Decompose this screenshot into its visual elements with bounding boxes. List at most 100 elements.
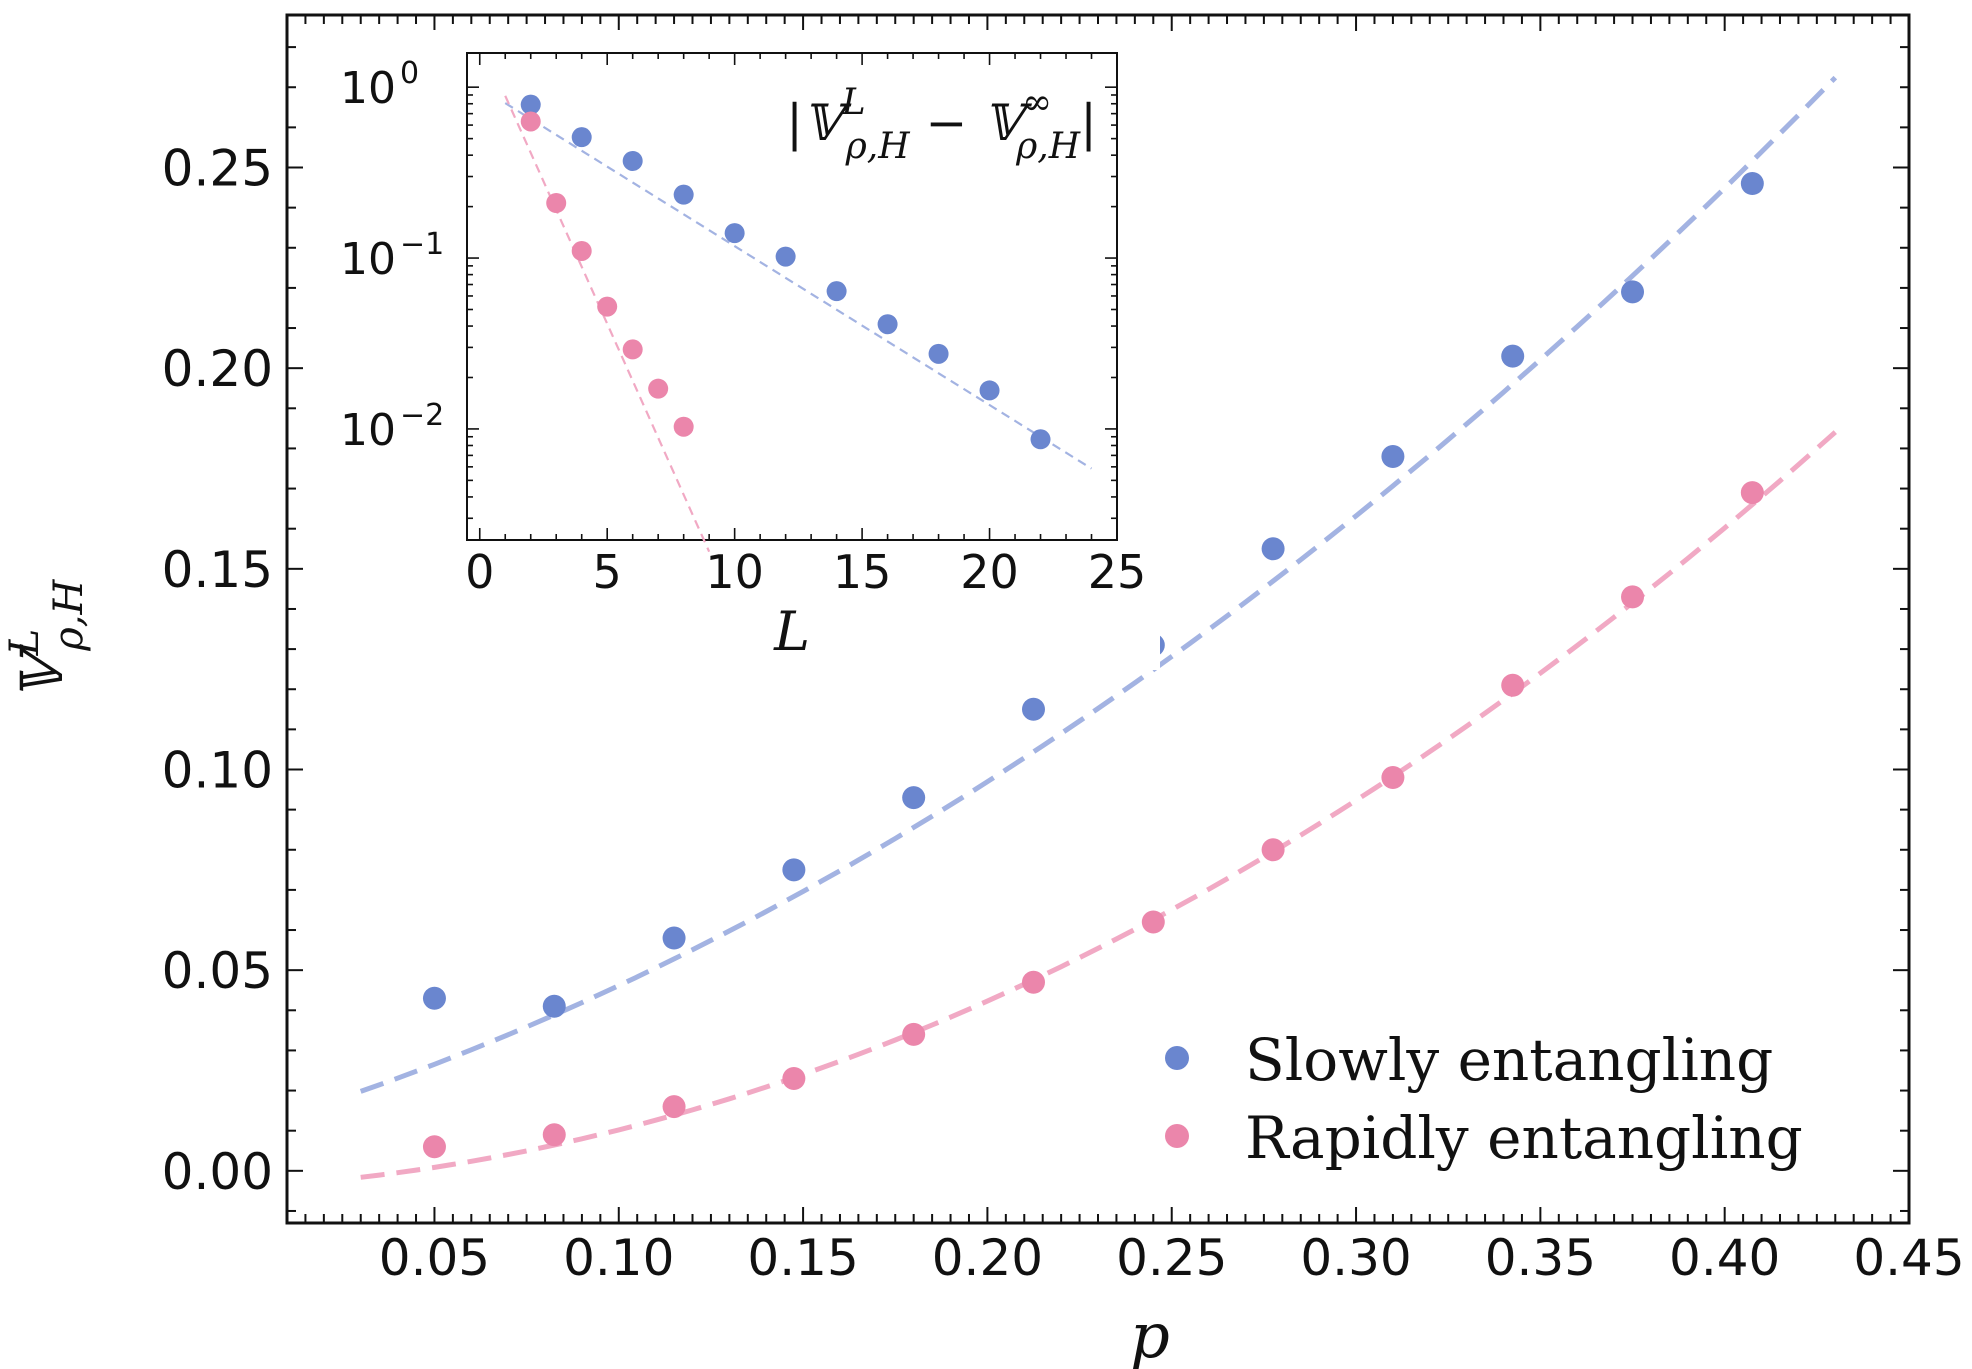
data-point-slow xyxy=(1740,172,1764,196)
main-x-tick-labels: 0.05 0.10 0.15 0.20 0.25 0.30 0.35 0.40 0.45 xyxy=(379,1229,1965,1287)
inset-title-close: | xyxy=(1080,94,1097,152)
inset-point-slow xyxy=(775,246,796,267)
inset-title-open: |𝕍 xyxy=(786,94,852,152)
inset-y-tick-label: 10 xyxy=(340,63,396,114)
inset-x-tick-label: 25 xyxy=(1088,545,1147,599)
inset-point-rapid xyxy=(520,111,541,132)
inset-x-tick-label: 15 xyxy=(833,545,892,599)
fit-line xyxy=(359,75,1838,1094)
inset-x-axis-label: L xyxy=(773,600,810,663)
data-point-slow xyxy=(1381,444,1405,468)
data-point-rapid xyxy=(422,1135,446,1159)
inset-title-sup2: ∞ xyxy=(1022,82,1052,123)
inset-title-sub2: ρ,H xyxy=(1015,126,1081,167)
data-point-slow xyxy=(662,926,686,950)
data-point-slow xyxy=(422,986,446,1010)
data-point-rapid xyxy=(1501,673,1525,697)
inset-title-mid: − 𝕍 xyxy=(910,94,1033,152)
x-tick-label: 0.05 xyxy=(379,1229,490,1287)
inset-point-slow xyxy=(673,184,694,205)
data-point-rapid xyxy=(902,1022,926,1046)
fit-line xyxy=(360,430,1837,1180)
inset-x-tick-label: 5 xyxy=(593,545,622,599)
inset-fit-lines xyxy=(504,95,1093,553)
inset-point-slow xyxy=(928,343,949,364)
main-fit-lines xyxy=(359,75,1838,1180)
inset-point-slow xyxy=(622,150,643,171)
y-tick-label: 0.10 xyxy=(162,741,273,799)
y-tick-label: 0.05 xyxy=(162,942,273,1000)
data-point-rapid xyxy=(1381,766,1405,790)
inset-x-tick-label: 10 xyxy=(705,545,764,599)
data-point-slow xyxy=(782,858,806,882)
x-tick-label: 0.15 xyxy=(747,1229,858,1287)
inset-point-slow xyxy=(979,380,1000,401)
svg-text:𝕍Lρ,H: 𝕍Lρ,H xyxy=(2,579,92,701)
x-tick-label: 0.25 xyxy=(1116,1229,1227,1287)
data-point-slow xyxy=(902,786,926,810)
legend-marker-slow xyxy=(1165,1046,1189,1070)
inset-y-tick-exponent: 0 xyxy=(400,56,419,91)
inset-title-sub1: ρ,H xyxy=(845,126,911,167)
x-tick-label: 0.30 xyxy=(1300,1229,1411,1287)
inset-point-slow xyxy=(724,223,745,244)
x-tick-label: 0.20 xyxy=(932,1229,1043,1287)
data-point-rapid xyxy=(1141,910,1165,934)
inset-point-slow xyxy=(877,314,898,335)
x-tick-label: 0.45 xyxy=(1853,1229,1964,1287)
data-point-rapid xyxy=(782,1067,806,1091)
data-point-slow xyxy=(1621,280,1645,304)
main-y-axis-label: 𝕍Lρ,H xyxy=(2,579,92,701)
inset-y-tick-label: 10 xyxy=(340,234,396,285)
y-tick-label: 0.20 xyxy=(162,340,273,398)
inset-title: |𝕍L ρ,H − 𝕍∞ ρ,H| xyxy=(786,82,1097,167)
legend-label-rapid: Rapidly entangling xyxy=(1245,1104,1803,1172)
inset-y-tick-exponent: −1 xyxy=(400,227,444,262)
inset-point-rapid xyxy=(622,339,643,360)
inset-fit-line xyxy=(504,102,1093,470)
inset-point-rapid xyxy=(571,240,592,261)
inset-y-tick-label: 10 xyxy=(340,405,396,456)
x-tick-label: 0.40 xyxy=(1669,1229,1780,1287)
inset-point-rapid xyxy=(597,296,618,317)
legend-marker-rapid xyxy=(1165,1124,1189,1148)
inset-point-rapid xyxy=(648,378,669,399)
data-point-slow xyxy=(542,994,566,1018)
inset-data-points xyxy=(520,94,1051,450)
inset-x-tick-labels: 0 5 10 15 20 25 xyxy=(465,545,1146,599)
data-point-rapid xyxy=(1261,838,1285,862)
y-axis-superscript: L xyxy=(2,629,48,657)
x-tick-label: 0.35 xyxy=(1485,1229,1596,1287)
inset-point-slow xyxy=(571,127,592,148)
inset-point-slow xyxy=(520,94,541,115)
inset-y-tick-exponent: −2 xyxy=(400,398,444,433)
inset-x-tick-label: 0 xyxy=(465,545,494,599)
data-point-rapid xyxy=(662,1095,686,1119)
main-x-axis-label: p xyxy=(1130,1299,1170,1369)
data-point-rapid xyxy=(542,1123,566,1147)
y-tick-label: 0.25 xyxy=(162,140,273,198)
main-ticks xyxy=(286,15,1909,1223)
legend-label-slow: Slowly entangling xyxy=(1245,1026,1773,1094)
inset-point-slow xyxy=(826,281,847,302)
data-point-slow xyxy=(1261,537,1285,561)
y-axis-subscript: ρ,H xyxy=(46,579,92,652)
data-point-rapid xyxy=(1621,585,1645,609)
inset-point-slow xyxy=(1030,429,1051,450)
data-point-slow xyxy=(1021,697,1045,721)
data-point-rapid xyxy=(1740,481,1764,505)
inset-point-rapid xyxy=(546,192,567,213)
legend: Slowly entangling Rapidly entangling xyxy=(1165,1026,1803,1172)
inset-title-sup1: L xyxy=(841,82,866,123)
data-point-rapid xyxy=(1021,970,1045,994)
y-tick-label: 0.15 xyxy=(162,541,273,599)
data-point-slow xyxy=(1501,344,1525,368)
inset-ticks xyxy=(467,53,1118,540)
x-tick-label: 0.10 xyxy=(563,1229,674,1287)
inset-fit-line xyxy=(504,95,711,553)
inset-x-tick-label: 20 xyxy=(960,545,1019,599)
inset-point-rapid xyxy=(673,416,694,437)
